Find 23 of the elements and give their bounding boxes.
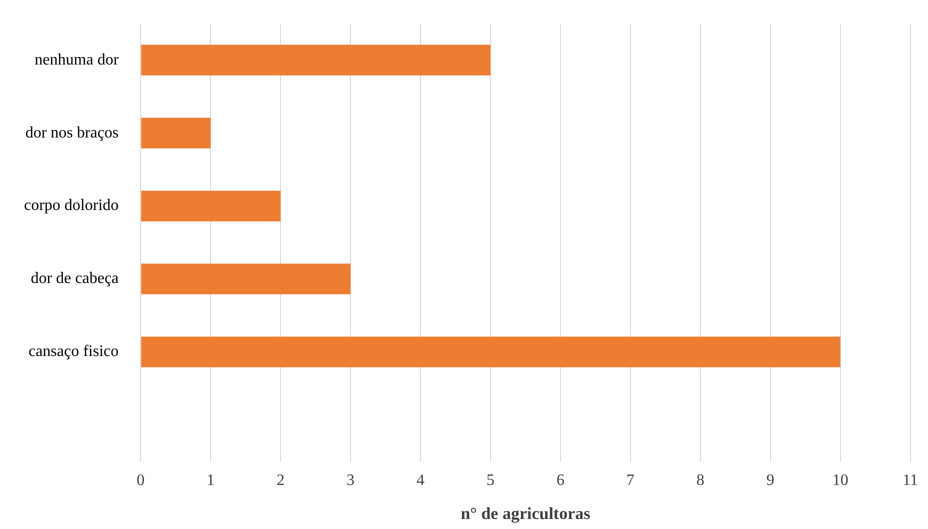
bar	[141, 44, 490, 76]
y-tick-label: nenhuma dor	[34, 51, 120, 68]
x-tick-label: 8	[696, 472, 704, 490]
x-tick-label: 9	[766, 472, 774, 490]
x-tick-label: 5	[486, 472, 494, 490]
x-tick-label: 11	[902, 472, 918, 490]
y-tick-label: dor nos braços	[25, 124, 119, 142]
y-tick-label: corpo dolorido	[24, 197, 119, 214]
x-tick-label: 7	[626, 472, 634, 490]
bar	[141, 118, 211, 148]
x-axis-title: n° de agricultoras	[460, 504, 591, 524]
bar	[141, 190, 281, 222]
bar	[141, 336, 840, 368]
x-tick-label: 0	[136, 472, 145, 490]
y-tick-label: cansaço fisico	[28, 343, 119, 360]
x-tick-label: 2	[276, 472, 285, 490]
y-tick-label: dor de cabeça	[30, 270, 119, 288]
x-tick-label: 3	[346, 472, 355, 490]
x-tick-label: 6	[556, 472, 564, 490]
bar	[141, 264, 351, 294]
x-tick-label: 1	[206, 472, 215, 490]
x-tick-label: 4	[416, 472, 425, 490]
x-tick-label: 10	[832, 472, 848, 490]
